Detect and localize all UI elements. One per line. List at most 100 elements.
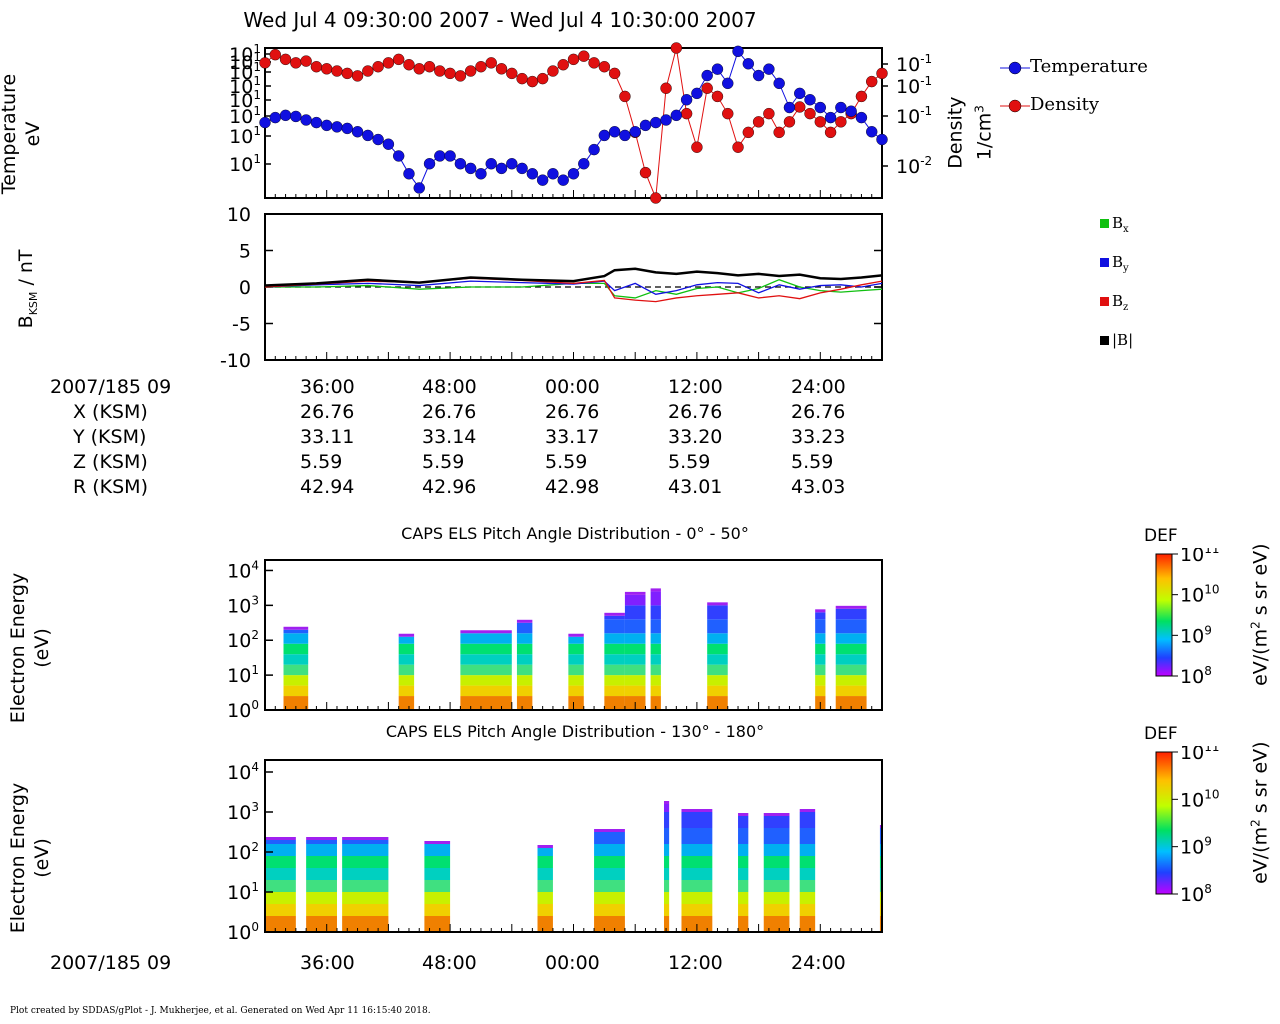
ephemeris-table: 2007/185 09 36:00 48:00 00:00 12:00 24:0… bbox=[0, 376, 1000, 501]
temperature-point bbox=[598, 129, 611, 142]
legend-bx: Bx bbox=[1100, 214, 1133, 253]
spectrogram-cell bbox=[835, 664, 867, 676]
spectrogram-cell bbox=[624, 633, 646, 644]
ephemeris-row-label: X (KSM) bbox=[73, 401, 148, 423]
temperature-point bbox=[485, 158, 497, 170]
colorbar2-unit-base: eV/(m bbox=[1249, 826, 1272, 884]
spectrogram-cell bbox=[342, 880, 389, 892]
spectrogram-cell bbox=[604, 654, 625, 665]
spectrogram-cell bbox=[306, 844, 337, 856]
spectrogram-cell bbox=[879, 904, 882, 916]
spectrogram-cell bbox=[663, 892, 670, 904]
temperature-point bbox=[835, 101, 847, 114]
spectrogram-cell bbox=[650, 619, 661, 634]
bfield-ylabel-unit: / nT bbox=[15, 249, 38, 292]
spectrogram-cell bbox=[624, 643, 646, 655]
spectrogram-cell bbox=[604, 675, 625, 686]
spectrogram-cell bbox=[799, 812, 816, 828]
spectrogram-cell bbox=[568, 685, 584, 697]
spec1-ylabel: Electron Energy (eV) bbox=[6, 558, 54, 738]
density-point bbox=[670, 42, 683, 54]
ephemeris-tick: 48:00 bbox=[422, 376, 477, 398]
panel1-left-tick-label: 101 bbox=[229, 50, 261, 74]
spectrogram-cell bbox=[537, 904, 553, 916]
spectrogram-cell bbox=[815, 643, 826, 655]
temperature-point bbox=[434, 150, 446, 162]
ephemeris-value: 5.59 bbox=[300, 451, 343, 473]
colorbar-tick-label: 108 bbox=[1180, 882, 1212, 906]
legend-temperature: Temperature bbox=[1000, 52, 1148, 80]
bfield-ylabel: BKSM / nT bbox=[14, 234, 46, 344]
spectrogram-cell bbox=[460, 685, 512, 697]
ephemeris-tick: 24:00 bbox=[791, 376, 846, 398]
spectrogram-cell bbox=[663, 804, 670, 812]
colorbar-tick-label: 108 bbox=[1180, 664, 1212, 688]
temperature-point bbox=[660, 114, 672, 126]
spectrogram-cell bbox=[424, 844, 451, 856]
spectrogram-cell bbox=[879, 916, 882, 932]
temperature-point bbox=[876, 133, 888, 146]
spectrogram-cell bbox=[265, 837, 296, 840]
legend-bmag: |B| bbox=[1100, 331, 1133, 370]
spectrogram-cell bbox=[681, 828, 713, 844]
spectrogram-cell bbox=[568, 633, 584, 637]
spectrogram-cell bbox=[624, 685, 646, 697]
spectrogram-cell bbox=[815, 633, 826, 644]
panel2-y-tick-label: 10 bbox=[227, 204, 251, 226]
bottom-axis-time-label: 2007/185 09 bbox=[50, 952, 172, 974]
spec-y-tick-label: 102 bbox=[227, 628, 259, 652]
density-point bbox=[382, 57, 395, 69]
colorbar2-unit: eV/(m2 s sr eV) bbox=[1243, 723, 1272, 903]
panel1-left-tick-label: 101 bbox=[229, 74, 261, 98]
density-point bbox=[711, 90, 724, 103]
spec2-blocks bbox=[265, 801, 882, 932]
spectrogram-cell bbox=[663, 812, 670, 828]
spectrogram-cell bbox=[594, 832, 625, 844]
colorbar-tick-label: 1010 bbox=[1180, 583, 1219, 607]
colorbar1-ticks: 1011 1010 109 108 bbox=[1172, 548, 1219, 688]
spectrogram-cell bbox=[624, 675, 646, 686]
colorbar2-label: DEF bbox=[1144, 724, 1178, 744]
temperature-point bbox=[722, 77, 734, 90]
spectrogram-cell bbox=[283, 643, 309, 655]
bfield-chart: 10 5 0 -5 -10 bbox=[220, 204, 883, 372]
spectrogram-cell bbox=[650, 685, 661, 697]
spectrogram-cell bbox=[424, 892, 451, 904]
spectrogram-cell bbox=[738, 916, 749, 932]
ephemeris-tick: 00:00 bbox=[545, 376, 600, 398]
temperature-point bbox=[310, 116, 323, 129]
density-point bbox=[526, 75, 539, 88]
spectrogram-cell bbox=[663, 868, 670, 880]
ephemeris-row-z: Z (KSM) 5.59 5.59 5.59 5.59 5.59 bbox=[0, 451, 1000, 476]
spectrogram-cell bbox=[650, 588, 661, 592]
density-point bbox=[413, 63, 425, 75]
temperature-point bbox=[392, 150, 405, 162]
density-point bbox=[475, 61, 487, 73]
spectrogram-cell bbox=[663, 844, 670, 856]
temperature-point bbox=[619, 129, 631, 142]
legend-bmag-swatch bbox=[1100, 336, 1109, 345]
density-point bbox=[269, 48, 281, 61]
spectrogram-cell bbox=[707, 675, 728, 686]
spectrogram-cell bbox=[738, 844, 749, 856]
spectrogram-cell bbox=[763, 892, 790, 904]
temperature-point bbox=[351, 126, 364, 138]
spectrogram-cell bbox=[707, 633, 728, 644]
ephemeris-row-r: R (KSM) 42.94 42.96 42.98 43.01 43.03 bbox=[0, 476, 1000, 501]
spec2-ylabel-unit: (eV) bbox=[31, 838, 53, 878]
density-point bbox=[567, 53, 580, 66]
spectrogram-cell bbox=[799, 828, 816, 844]
legend-bz-sub: z bbox=[1123, 302, 1129, 313]
temperature-ylabel: Temperature eV bbox=[0, 69, 45, 199]
spec-y-tick-label: 103 bbox=[227, 800, 259, 824]
density-point bbox=[444, 67, 456, 80]
bottom-axis-tick: 00:00 bbox=[545, 952, 600, 974]
panel1-right-tick-label: 10-1 bbox=[896, 104, 932, 128]
spectrogram-cell bbox=[604, 643, 625, 655]
spectrogram-cell bbox=[681, 892, 713, 904]
temperature-point bbox=[475, 168, 487, 180]
spectrogram-cell bbox=[650, 696, 661, 710]
temperature-point bbox=[259, 116, 271, 129]
spectrogram-cell bbox=[604, 633, 625, 644]
spectrogram-cell bbox=[537, 868, 553, 880]
